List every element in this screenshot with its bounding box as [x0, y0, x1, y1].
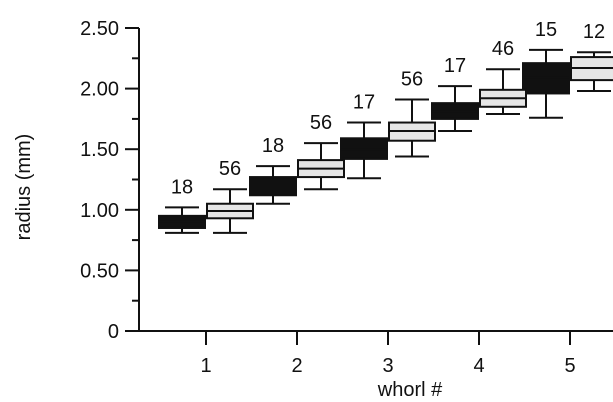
- dark-box-4: [431, 85, 479, 133]
- x-axis-title: whorl #: [377, 379, 443, 401]
- y-axis: 0 0.50 1.00 1.50 2.00 2.50: [80, 18, 140, 343]
- sample-size-label: 56: [310, 112, 332, 134]
- x-tick-label: 1: [200, 355, 211, 377]
- sample-size-label: 18: [171, 176, 193, 198]
- x-axis: 1 2 3 4 5: [139, 330, 613, 377]
- y-tick-label: 1.00: [80, 200, 119, 222]
- x-tick-label: 4: [473, 355, 484, 377]
- light-box-4: [479, 68, 527, 116]
- y-tick-label: 0: [108, 321, 119, 343]
- sample-size-label: 56: [219, 158, 241, 180]
- light-box-2: [297, 142, 345, 191]
- x-tick-label: 2: [291, 355, 302, 377]
- dark-box-1: [158, 206, 206, 234]
- x-tick-label: 3: [382, 355, 393, 377]
- dark-box-5: [522, 48, 570, 119]
- sample-size-label: 12: [583, 21, 605, 43]
- y-tick-label: 1.50: [80, 139, 119, 161]
- y-axis-title: radius (mm): [13, 134, 35, 241]
- sample-size-label: 17: [444, 55, 466, 77]
- y-tick-label: 2.00: [80, 79, 119, 101]
- y-tick-label: 0.50: [80, 260, 119, 282]
- x-tick-label: 5: [564, 355, 575, 377]
- y-tick-label: 2.50: [80, 18, 119, 40]
- light-box-3: [388, 98, 436, 158]
- sample-size-label: 17: [353, 92, 375, 114]
- box-series-group: [158, 48, 613, 234]
- sample-size-label: 15: [535, 19, 557, 41]
- sample-size-label: 46: [492, 38, 514, 60]
- sample-size-label: 18: [262, 135, 284, 157]
- dark-box-3: [340, 121, 388, 180]
- light-box-5: [570, 51, 613, 93]
- sample-size-labels: 18 18 17 17 15 56 56 56 46 12: [171, 19, 605, 199]
- dark-box-2: [249, 165, 297, 205]
- light-box-1: [206, 188, 254, 234]
- sample-size-label: 56: [401, 69, 423, 91]
